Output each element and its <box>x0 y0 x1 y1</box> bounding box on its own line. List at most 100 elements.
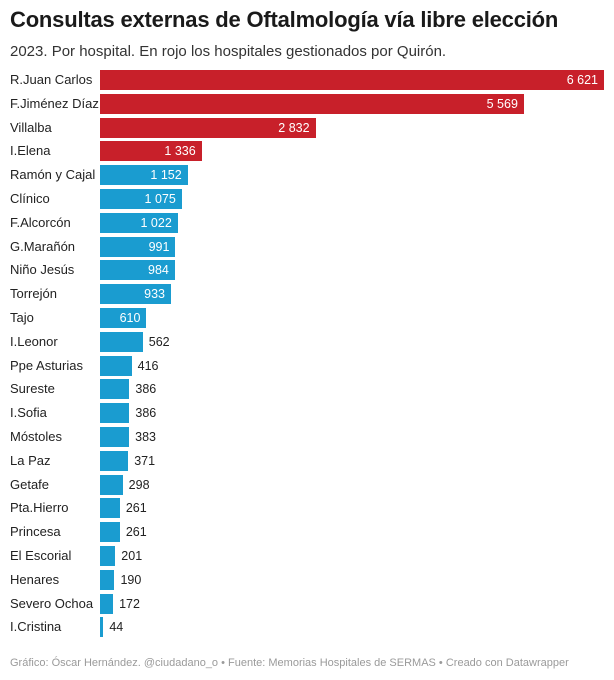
bar <box>100 331 143 352</box>
bar-value-label: 298 <box>128 477 150 492</box>
category-label: I.Elena <box>10 143 51 159</box>
bar-row: Ramón y Cajal 1 152 <box>0 165 614 186</box>
category-label: Sureste <box>10 381 55 397</box>
bar-row: La Paz 371 <box>0 450 614 471</box>
bar-row: I.Sofia 386 <box>0 403 614 424</box>
bar <box>100 546 116 566</box>
bar <box>100 236 176 257</box>
category-label: G.Marañón <box>10 238 76 254</box>
bar <box>100 284 172 305</box>
bar-row: Getafe 298 <box>0 474 614 495</box>
bar-value-label: 1 022 <box>140 215 172 230</box>
bar-row: I.Leonor 562 <box>0 331 614 352</box>
bar <box>100 593 114 614</box>
bar <box>100 141 202 162</box>
bar-row: F.Alcorcón 1 022 <box>0 212 614 233</box>
bar <box>100 379 130 400</box>
category-label: Pta.Hierro <box>10 500 69 516</box>
bar-row: I.Cristina 44 <box>0 617 614 638</box>
bar <box>100 117 316 138</box>
bar-value-label: 416 <box>137 358 159 373</box>
bar <box>100 450 129 471</box>
bar-value-label: 562 <box>148 334 170 349</box>
bar-value-label: 261 <box>125 501 147 516</box>
bar-row: Henares 190 <box>0 569 614 590</box>
category-label: Clínico <box>10 191 50 206</box>
bar <box>100 189 182 209</box>
bar-value-label: 201 <box>121 549 143 563</box>
bar <box>100 569 115 590</box>
bar-value-label: 172 <box>119 596 140 611</box>
bar-value-label: 383 <box>135 430 156 444</box>
bar-value-label: 1 336 <box>164 144 196 159</box>
category-label: Severo Ochoa <box>10 595 94 611</box>
bar <box>100 427 130 447</box>
bar-row: Torrejón 933 <box>0 284 614 305</box>
category-label: Princesa <box>10 524 61 540</box>
bar <box>100 617 104 638</box>
bar-value-label: 2 832 <box>278 120 310 135</box>
bar-row: Princesa 261 <box>0 522 614 543</box>
category-label: F.Alcorcón <box>10 214 71 230</box>
bar <box>100 70 604 90</box>
bar-value-label: 386 <box>135 406 157 421</box>
category-label: Niño Jesús <box>10 262 75 278</box>
bar-row: Niño Jesús 984 <box>0 260 614 281</box>
bar-value-label: 371 <box>134 453 156 468</box>
bar <box>100 403 130 424</box>
category-label: Getafe <box>10 476 50 492</box>
chart-subtitle: 2023. Por hospital. En rojo los hospital… <box>10 43 447 60</box>
category-label: F.Jiménez Díaz <box>10 95 99 111</box>
chart-footer: Gráfico: Óscar Hernández. @ciudadano_o •… <box>10 657 569 669</box>
category-label: El Escorial <box>10 548 72 563</box>
category-label: I.Leonor <box>10 333 58 349</box>
bar-row: Móstoles 383 <box>0 427 614 447</box>
bar-row: Severo Ochoa 172 <box>0 593 614 614</box>
bar-row: G.Marañón 991 <box>0 236 614 257</box>
category-label: I.Sofia <box>10 405 47 421</box>
bar-row: Villalba 2 832 <box>0 117 614 138</box>
bar <box>100 355 132 376</box>
bar-row: El Escorial 201 <box>0 546 614 566</box>
bar-row: Tajo 610 <box>0 308 614 328</box>
bar <box>100 522 120 543</box>
bar-value-label: 6 621 <box>566 73 598 87</box>
bar-row: Pta.Hierro 261 <box>0 498 614 519</box>
category-label: Ppe Asturias <box>10 357 83 373</box>
category-label: I.Cristina <box>10 619 62 635</box>
bar-chart: R.Juan Carlos 6 621 F.Jiménez Díaz 5 569 Vil… <box>0 70 614 640</box>
category-label: Móstoles <box>10 429 63 444</box>
bar-row: R.Juan Carlos 6 621 <box>0 70 614 90</box>
bar-value-label: 386 <box>135 382 157 397</box>
category-label: Torrejón <box>10 286 57 302</box>
bar <box>100 93 524 114</box>
bar <box>100 474 123 495</box>
bar-value-label: 1 075 <box>144 192 176 206</box>
bar <box>100 165 188 186</box>
chart-title: Consultas externas de Oftalmología vía l… <box>10 7 559 32</box>
bar <box>100 260 175 281</box>
category-label: R.Juan Carlos <box>10 72 93 87</box>
bar-row: Ppe Asturias 416 <box>0 355 614 376</box>
bar <box>100 308 147 328</box>
category-label: Villalba <box>10 119 52 135</box>
bar-value-label: 991 <box>148 239 170 254</box>
bar-row: F.Jiménez Díaz 5 569 <box>0 93 614 114</box>
bar-value-label: 5 569 <box>486 96 518 111</box>
category-label: Henares <box>10 571 60 587</box>
bar-row: I.Elena 1 336 <box>0 141 614 162</box>
category-label: La Paz <box>10 452 51 468</box>
bar-value-label: 1 152 <box>150 168 182 183</box>
bar <box>100 498 120 519</box>
bar <box>100 212 178 233</box>
bar-value-label: 933 <box>144 287 166 302</box>
bar-row: Clínico 1 075 <box>0 189 614 209</box>
bar-value-label: 610 <box>119 311 141 325</box>
bar-value-label: 261 <box>125 525 147 540</box>
bar-value-label: 984 <box>148 263 169 278</box>
bar-value-label: 190 <box>120 572 142 587</box>
category-label: Ramón y Cajal <box>10 167 96 183</box>
bar-row: Sureste 386 <box>0 379 614 400</box>
bar-value-label: 44 <box>109 620 124 635</box>
category-label: Tajo <box>10 310 34 325</box>
